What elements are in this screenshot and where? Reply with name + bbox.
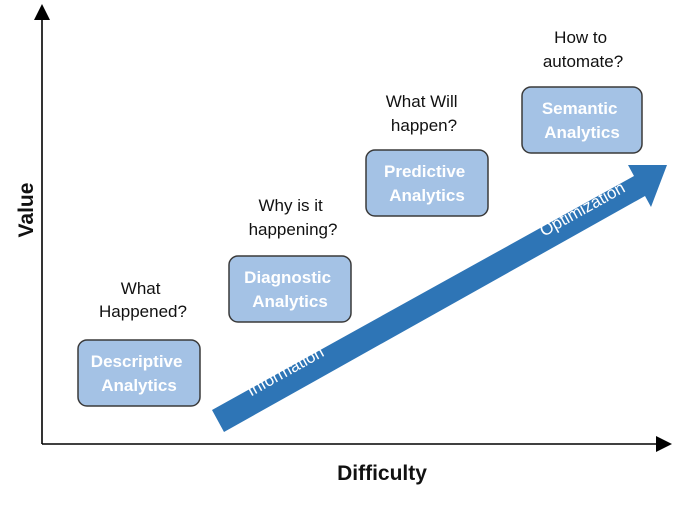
- stage-descriptive: What Happened? Descriptive Analytics: [77, 279, 201, 407]
- box-predictive-analytics: [365, 149, 489, 217]
- label-semantic-analytics: Semantic Analytics: [542, 99, 622, 142]
- x-axis-label: Difficulty: [337, 462, 427, 485]
- stage-diagnostic: Why is it happening? Diagnostic Analytic…: [228, 196, 352, 323]
- y-axis-label: Value: [15, 183, 38, 238]
- question-predictive: What Will happen?: [386, 92, 463, 135]
- label-diagnostic-analytics: Diagnostic Analytics: [244, 268, 336, 311]
- label-descriptive-analytics: Descriptive Analytics: [91, 352, 187, 395]
- box-diagnostic-analytics: [228, 255, 352, 323]
- box-descriptive-analytics: [77, 339, 201, 407]
- question-diagnostic: Why is it happening?: [249, 196, 338, 239]
- progress-arrow: [212, 165, 667, 432]
- question-descriptive: What Happened?: [99, 279, 187, 321]
- stage-semantic: How to automate? Semantic Analytics: [521, 28, 643, 154]
- stage-predictive: What Will happen? Predictive Analytics: [365, 92, 489, 217]
- box-semantic-analytics: [521, 86, 643, 154]
- label-predictive-analytics: Predictive Analytics: [384, 162, 470, 205]
- question-semantic: How to automate?: [543, 28, 623, 71]
